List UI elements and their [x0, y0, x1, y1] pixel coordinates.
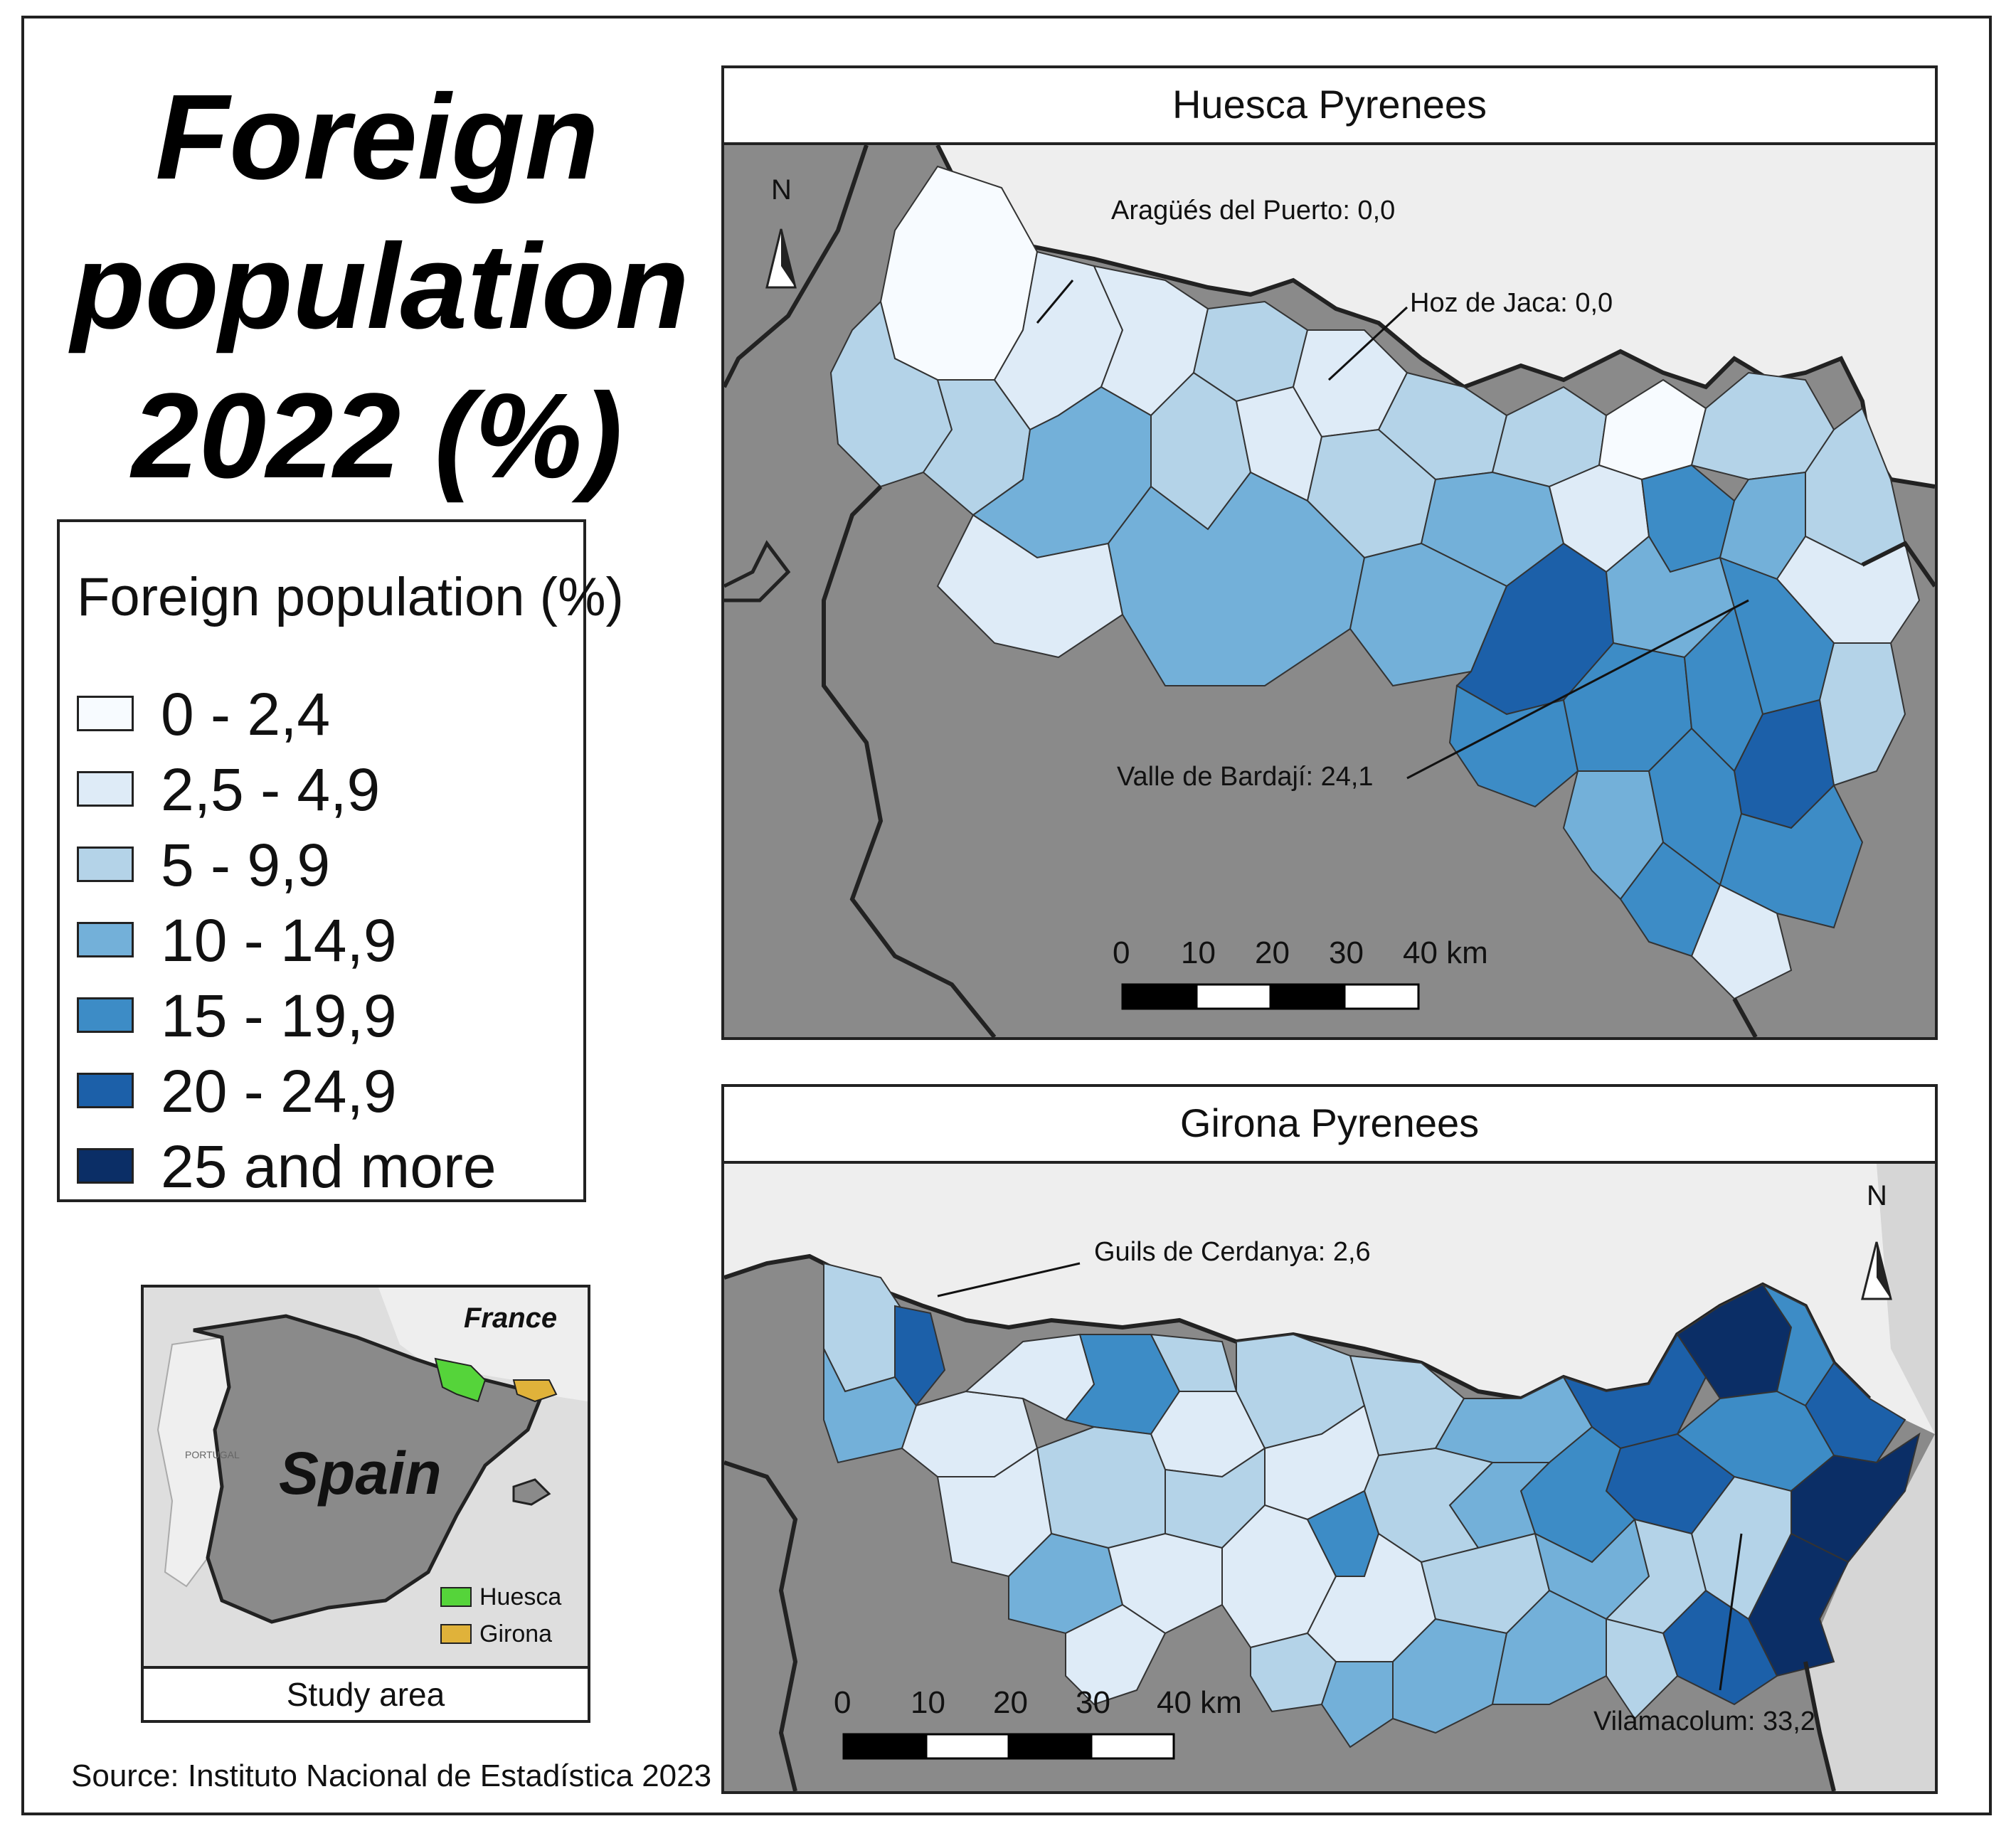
inset-portugal-label: PORTUGAL: [185, 1449, 240, 1460]
title-line-1: Foreign: [155, 70, 599, 205]
legend-label: 20 - 24,9: [161, 1058, 397, 1125]
inset-caption: Study area: [141, 1666, 590, 1723]
inset-canvas: France Spain PORTUGAL Huesca Girona: [144, 1288, 588, 1666]
title-line-2: population: [71, 219, 689, 354]
inset-france-label: France: [464, 1302, 557, 1334]
legend-swatch: [77, 1073, 134, 1108]
label-guils: Guils de Cerdanya: 2,6: [1094, 1237, 1371, 1267]
france-area: [724, 1164, 1935, 1434]
legend: Foreign population (%) 0 - 2,4 2,5 - 4,9…: [57, 519, 624, 1202]
label-vilamacolum: Vilamacolum: 33,2: [1593, 1707, 1815, 1736]
huesca-panel-title: Huesca Pyrenees: [721, 65, 1938, 145]
title-line-3: 2022 (%): [132, 368, 622, 504]
label-aragues: Aragüés del Puerto: 0,0: [1111, 196, 1395, 225]
province-border: [1803, 1661, 1836, 1791]
scale-tick-label: 20: [993, 1685, 1028, 1720]
municipality: [1036, 1426, 1166, 1549]
inset-legend-huesca: Huesca: [479, 1583, 561, 1610]
municipality: [1598, 378, 1707, 481]
north-arrow-icon: N: [1861, 1180, 1892, 1300]
scale-tick-label: 0: [1113, 935, 1130, 970]
scale-tick-label: 30: [1329, 935, 1364, 970]
scale-tick-label: 40 km: [1403, 935, 1488, 970]
legend-swatch: [77, 696, 134, 731]
france-area: [724, 145, 1935, 487]
scale-tick-label: 10: [911, 1685, 945, 1720]
girona-scale-bar: 0 10 20 30 40 km: [834, 1685, 1242, 1760]
legend-label: 25 and more: [161, 1133, 497, 1200]
border-line: [935, 145, 1935, 489]
huesca-area: [434, 1357, 487, 1403]
map-frame: [21, 16, 1992, 1815]
municipality: [1619, 841, 1721, 957]
label-valle: Valle de Bardají: 24,1: [1117, 762, 1374, 792]
province-border: [1861, 541, 1935, 588]
france-area: [378, 1288, 588, 1401]
legend-swatch: [77, 997, 134, 1033]
girona-north-label: N: [1867, 1180, 1887, 1211]
province-border: [724, 145, 869, 388]
legend-label: 15 - 19,9: [161, 982, 397, 1049]
girona-map-canvas: N Guils de Cerdanya: 2,6 Vilamacolum: 33…: [724, 1164, 1935, 1791]
huesca-map-canvas: N Aragüés del Puerto: 0,0 Hoz de Jaca: 0…: [724, 145, 1935, 1037]
legend-swatch: [77, 922, 134, 957]
girona-map: N Guils de Cerdanya: 2,6 Vilamacolum: 33…: [721, 1161, 1938, 1794]
province-border: [724, 1460, 798, 1791]
huesca-map: N Aragüés del Puerto: 0,0 Hoz de Jaca: 0…: [721, 142, 1938, 1040]
scale-tick-label: 40 km: [1157, 1685, 1242, 1720]
municipality: [1606, 1618, 1679, 1720]
inset-legend-girona: Girona: [479, 1620, 552, 1647]
study-area-inset: France Spain PORTUGAL Huesca Girona: [141, 1285, 590, 1669]
scale-tick-label: 10: [1181, 935, 1216, 970]
inset-spain-label: Spain: [279, 1440, 442, 1507]
sea-area: [1805, 1164, 1935, 1791]
municipality: [1320, 1661, 1394, 1748]
legend-swatch: [77, 846, 134, 882]
municipality: [894, 1305, 946, 1407]
legend-label: 10 - 14,9: [161, 907, 397, 974]
inset-legend-swatch: [440, 1624, 472, 1644]
scale-tick-label: 0: [834, 1685, 851, 1720]
province-border: [724, 540, 791, 603]
page-title: Foreign population 2022 (%): [71, 63, 689, 511]
legend-label: 5 - 9,9: [161, 832, 331, 898]
girona-area: [512, 1379, 558, 1403]
municipality: [1818, 642, 1906, 787]
municipality: [1065, 1603, 1167, 1706]
legend-label: 2,5 - 4,9: [161, 756, 381, 823]
label-hoz: Hoz de Jaca: 0,0: [1410, 288, 1613, 318]
huesca-north-label: N: [771, 174, 792, 206]
legend-label: 0 - 2,4: [161, 681, 331, 748]
huesca-scale-bar: 0 10 20 30 40 km: [1113, 935, 1488, 1010]
inset-legend-swatch: [440, 1587, 472, 1607]
legend-swatch: [77, 771, 134, 807]
scale-tick-label: 20: [1255, 935, 1290, 970]
source-note: Source: Instituto Nacional de Estadístic…: [71, 1758, 712, 1793]
province-border: [822, 484, 997, 1037]
province-border: [1732, 997, 1758, 1037]
legend-swatch: [77, 1148, 134, 1184]
legend-title: Foreign population (%): [77, 567, 624, 627]
municipality: [829, 300, 953, 488]
balearic-islands: [512, 1478, 551, 1506]
north-arrow-icon: N: [765, 174, 797, 289]
municipality: [1448, 684, 1579, 808]
girona-panel-title: Girona Pyrenees: [721, 1084, 1938, 1164]
scale-tick-label: 30: [1076, 1685, 1110, 1720]
municipality: [936, 514, 1124, 659]
